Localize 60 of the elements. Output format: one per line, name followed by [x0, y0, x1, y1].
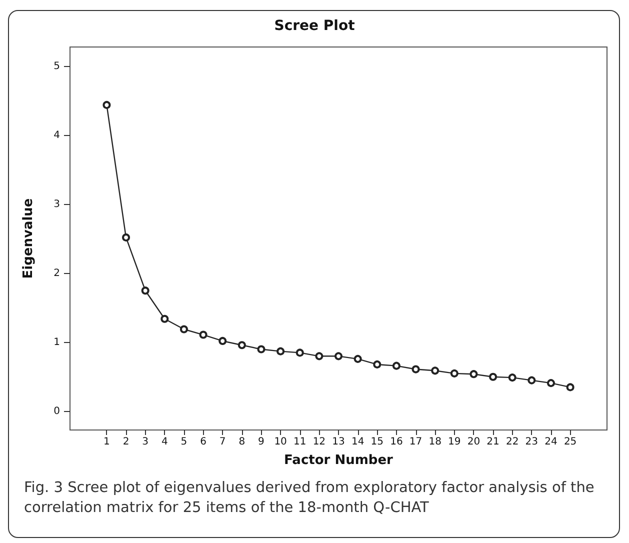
chart-title: Scree Plot — [274, 18, 356, 34]
x-tick-label: 3 — [142, 436, 149, 448]
point — [180, 325, 188, 334]
point — [218, 336, 227, 345]
x-tick-label: 18 — [428, 436, 442, 448]
y-tick-label: 0 — [54, 406, 60, 417]
point — [257, 345, 266, 354]
point — [489, 372, 498, 381]
caption: Fig. 3 Scree plot of eigenvalues derived from exploratory factor analysis of the correlation matrix for 25 items of the 18-month Q-CHAT — [24, 479, 596, 518]
y-tick-label: 3 — [54, 198, 60, 210]
y-tick-label: 5 — [54, 60, 60, 72]
x-tick-label: 23 — [525, 436, 538, 448]
point — [470, 370, 478, 378]
point — [315, 352, 324, 360]
point — [238, 341, 246, 350]
point — [450, 369, 458, 378]
y-tick-label: 1 — [54, 336, 60, 348]
x-tick-label: 11 — [294, 436, 306, 448]
point — [141, 286, 150, 295]
x-tick-label: 8 — [238, 436, 246, 448]
x-tick-label: 21 — [486, 436, 500, 448]
x-tick-label: 19 — [448, 436, 461, 448]
y-tick-label: 2 — [54, 268, 60, 279]
x-tick-label: 12 — [312, 436, 326, 448]
x-tick-label: 4 — [161, 436, 168, 448]
x-tick-label: 1 — [104, 436, 110, 448]
x-tick-label: 15 — [370, 436, 384, 448]
point — [392, 362, 400, 370]
x-tick-label: 25 — [564, 436, 577, 448]
point — [373, 360, 382, 368]
point — [412, 365, 420, 374]
x-tick-label: 14 — [351, 436, 364, 448]
point — [160, 314, 169, 323]
point — [102, 100, 111, 109]
x-tick-label: 13 — [332, 436, 345, 448]
point — [199, 330, 208, 339]
point — [528, 376, 536, 384]
y-tick-label: 4 — [54, 130, 60, 141]
x-tick-label: 9 — [258, 436, 264, 448]
point — [354, 354, 362, 363]
x-tick-label: 17 — [409, 436, 422, 448]
point — [122, 233, 130, 242]
x-tick-label: 22 — [506, 436, 519, 448]
x-tick-label: 16 — [390, 436, 403, 448]
point — [508, 374, 516, 382]
point — [276, 347, 285, 356]
y-axis-title: Eigenvalue — [21, 198, 36, 279]
x-axis-title: Factor Number — [284, 453, 394, 468]
x-tick-label: 10 — [274, 436, 287, 448]
point — [546, 379, 555, 388]
point — [296, 348, 304, 357]
x-tick-label: 6 — [200, 436, 206, 448]
x-tick-label: 7 — [219, 436, 226, 448]
point — [334, 352, 342, 360]
x-tick-label: 24 — [544, 436, 558, 448]
point — [566, 383, 574, 392]
point — [431, 366, 440, 375]
x-tick-label: 2 — [122, 436, 130, 448]
x-tick-label: 20 — [467, 436, 480, 448]
x-tick-label: 5 — [180, 436, 188, 448]
